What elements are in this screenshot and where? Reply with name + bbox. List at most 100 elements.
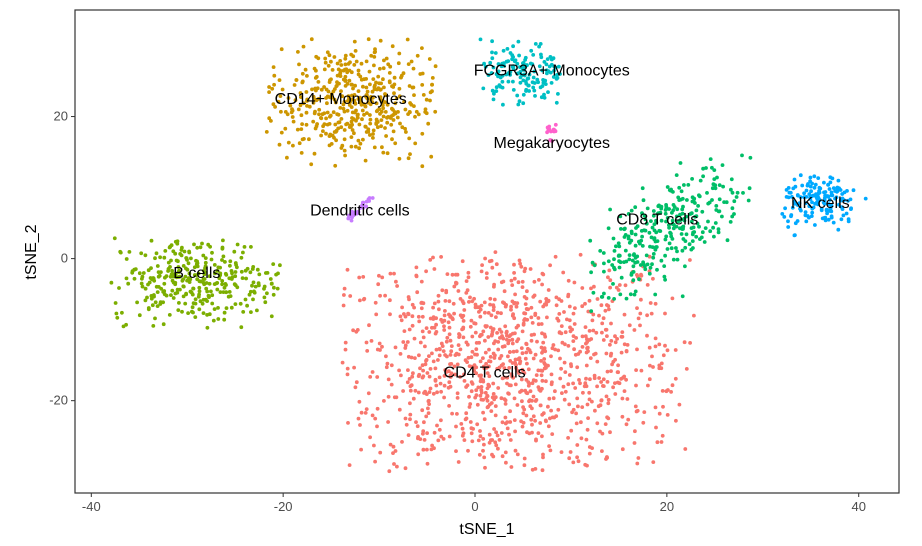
point-cd4-t-cells: [655, 440, 660, 445]
point-cd4-t-cells: [620, 414, 625, 419]
point-b-cells: [157, 273, 162, 278]
point-cd8-t-cells: [662, 274, 667, 279]
point-cd14-monocytes: [339, 117, 344, 121]
point-b-cells: [240, 276, 245, 280]
point-cd4-t-cells: [586, 309, 591, 314]
point-cd14-monocytes: [383, 126, 387, 130]
point-nk-cells: [813, 223, 817, 227]
point-nk-cells: [804, 201, 808, 206]
point-cd4-t-cells: [588, 377, 592, 382]
point-cd8-t-cells: [658, 210, 663, 215]
point-fcgr3a-monocytes: [496, 69, 501, 74]
point-cd14-monocytes: [378, 38, 383, 43]
point-cd4-t-cells: [427, 354, 431, 358]
point-nk-cells: [791, 186, 796, 191]
point-cd4-t-cells: [580, 286, 585, 290]
point-cd8-t-cells: [635, 254, 640, 259]
point-cd14-monocytes: [325, 110, 330, 115]
point-cd4-t-cells: [477, 340, 481, 345]
point-cd4-t-cells: [410, 323, 415, 328]
point-cd4-t-cells: [467, 300, 471, 304]
point-cd14-monocytes: [406, 112, 410, 116]
point-cd4-t-cells: [481, 398, 485, 402]
point-cd4-t-cells: [592, 284, 596, 289]
point-cd8-t-cells: [644, 221, 649, 226]
point-cd4-t-cells: [539, 359, 543, 363]
point-cd4-t-cells: [461, 319, 466, 323]
point-cd4-t-cells: [353, 385, 358, 390]
point-cd4-t-cells: [608, 278, 613, 283]
point-cd4-t-cells: [519, 377, 524, 382]
point-b-cells: [143, 298, 148, 303]
point-b-cells: [222, 285, 227, 290]
point-cd4-t-cells: [566, 382, 571, 387]
point-b-cells: [118, 249, 123, 254]
point-cd8-t-cells: [589, 309, 594, 313]
point-cd14-monocytes: [342, 137, 347, 142]
point-cd8-t-cells: [629, 208, 634, 213]
point-b-cells: [135, 300, 140, 305]
point-cd14-monocytes: [363, 125, 368, 129]
point-cd4-t-cells: [476, 438, 481, 443]
point-cd4-t-cells: [562, 360, 567, 365]
point-fcgr3a-monocytes: [518, 75, 523, 80]
point-fcgr3a-monocytes: [530, 80, 535, 85]
point-cd4-t-cells: [448, 338, 453, 343]
point-nk-cells: [840, 196, 845, 201]
point-cd4-t-cells: [604, 327, 609, 332]
point-cd4-t-cells: [400, 305, 404, 310]
point-cd4-t-cells: [481, 378, 485, 382]
point-cd4-t-cells: [397, 368, 401, 373]
point-cd14-monocytes: [371, 128, 376, 133]
point-cd14-monocytes: [322, 85, 326, 89]
point-cd14-monocytes: [340, 94, 345, 99]
point-cd4-t-cells: [467, 364, 472, 368]
point-cd4-t-cells: [616, 370, 620, 375]
point-b-cells: [272, 285, 276, 290]
point-cd8-t-cells: [602, 261, 606, 266]
point-cd8-t-cells: [700, 209, 705, 214]
point-cd4-t-cells: [487, 259, 492, 264]
point-cd14-monocytes: [378, 66, 382, 71]
point-cd4-t-cells: [608, 430, 612, 435]
point-cd4-t-cells: [635, 408, 640, 413]
point-cd14-monocytes: [321, 129, 325, 134]
point-cd14-monocytes: [324, 96, 328, 100]
point-b-cells: [239, 325, 244, 330]
point-cd4-t-cells: [441, 349, 446, 353]
point-b-cells: [197, 307, 202, 312]
point-cd4-t-cells: [673, 348, 678, 352]
point-b-cells: [235, 242, 240, 247]
point-cd8-t-cells: [617, 244, 622, 249]
point-cd4-t-cells: [490, 395, 495, 400]
point-cd4-t-cells: [526, 383, 531, 388]
point-cd4-t-cells: [513, 292, 517, 297]
point-cd8-t-cells: [647, 230, 652, 235]
point-cd4-t-cells: [574, 336, 578, 340]
point-b-cells: [153, 316, 157, 321]
point-cd14-monocytes: [361, 84, 365, 89]
point-b-cells: [140, 284, 145, 289]
point-cd4-t-cells: [458, 347, 463, 352]
point-cd4-t-cells: [464, 340, 469, 345]
point-cd4-t-cells: [467, 405, 472, 409]
point-cd14-monocytes: [343, 62, 348, 67]
point-cd4-t-cells: [533, 418, 537, 423]
point-cd4-t-cells: [536, 385, 541, 389]
point-nk-cells: [803, 213, 808, 218]
point-cd4-t-cells: [377, 273, 381, 278]
point-b-cells: [253, 284, 258, 289]
point-cd4-t-cells: [456, 289, 461, 293]
point-cd14-monocytes: [349, 119, 354, 124]
point-cd4-t-cells: [634, 383, 638, 388]
point-b-cells: [185, 258, 189, 262]
point-cd4-t-cells: [492, 297, 497, 302]
point-cd14-monocytes: [360, 108, 365, 113]
point-cd4-t-cells: [439, 434, 444, 439]
point-cd4-t-cells: [609, 339, 614, 343]
point-dendritic-cells: [349, 218, 354, 223]
point-cd4-t-cells: [485, 405, 490, 410]
point-cd4-t-cells: [556, 348, 561, 353]
point-cd4-t-cells: [506, 341, 511, 346]
